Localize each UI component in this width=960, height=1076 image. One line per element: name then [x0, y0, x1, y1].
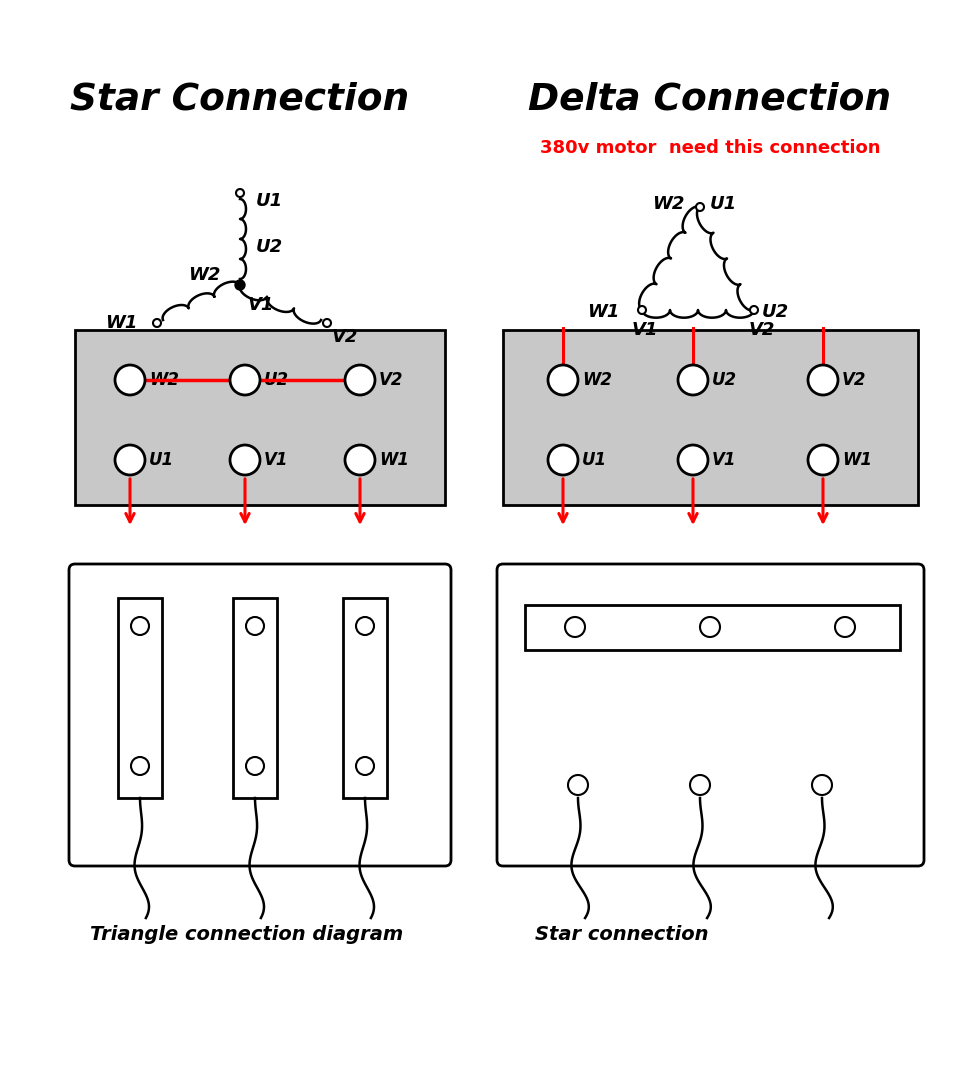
Text: V1: V1: [712, 451, 736, 469]
Text: U2: U2: [762, 303, 789, 321]
Text: Star Connection: Star Connection: [70, 82, 410, 118]
Circle shape: [115, 365, 145, 395]
FancyBboxPatch shape: [69, 564, 451, 866]
Circle shape: [808, 445, 838, 475]
Text: V1: V1: [248, 296, 275, 314]
Text: W2: W2: [582, 371, 612, 390]
Text: W1: W1: [587, 303, 619, 321]
Circle shape: [131, 617, 149, 635]
Text: V1: V1: [264, 451, 289, 469]
Bar: [343, 598, 387, 798]
Circle shape: [230, 445, 260, 475]
FancyBboxPatch shape: [497, 564, 924, 866]
Circle shape: [235, 280, 245, 291]
Text: U2: U2: [712, 371, 737, 390]
Bar: [233, 598, 277, 798]
Circle shape: [356, 758, 374, 775]
Circle shape: [356, 617, 374, 635]
Circle shape: [812, 775, 832, 795]
Text: U1: U1: [149, 451, 174, 469]
Text: U2: U2: [264, 371, 289, 390]
Circle shape: [153, 318, 161, 327]
Circle shape: [115, 445, 145, 475]
Circle shape: [835, 617, 855, 637]
Text: Delta Connection: Delta Connection: [528, 82, 892, 118]
Circle shape: [690, 775, 710, 795]
Circle shape: [808, 365, 838, 395]
Circle shape: [345, 445, 375, 475]
Text: W2: W2: [149, 371, 179, 390]
Circle shape: [678, 365, 708, 395]
Circle shape: [246, 758, 264, 775]
Circle shape: [548, 445, 578, 475]
Circle shape: [700, 617, 720, 637]
Circle shape: [750, 306, 758, 314]
Circle shape: [236, 189, 244, 197]
Circle shape: [230, 365, 260, 395]
Circle shape: [638, 306, 646, 314]
Circle shape: [345, 365, 375, 395]
Text: U1: U1: [710, 195, 737, 213]
Text: Triangle connection diagram: Triangle connection diagram: [90, 925, 403, 945]
Circle shape: [246, 617, 264, 635]
Circle shape: [131, 758, 149, 775]
Text: U1: U1: [256, 192, 283, 210]
Text: V2: V2: [749, 321, 776, 339]
Bar: [118, 598, 162, 798]
Text: U1: U1: [582, 451, 607, 469]
Circle shape: [548, 365, 578, 395]
Bar: [525, 605, 900, 650]
Text: V2: V2: [842, 371, 867, 390]
Text: Star connection: Star connection: [535, 925, 708, 945]
Circle shape: [678, 445, 708, 475]
Circle shape: [565, 617, 585, 637]
Text: W1: W1: [379, 451, 409, 469]
Text: W1: W1: [842, 451, 872, 469]
Text: V2: V2: [379, 371, 403, 390]
Text: W2: W2: [652, 195, 684, 213]
Text: V2: V2: [332, 328, 358, 346]
Circle shape: [568, 775, 588, 795]
Text: W1: W1: [105, 314, 137, 332]
Circle shape: [696, 203, 704, 211]
Circle shape: [323, 318, 331, 327]
Text: W2: W2: [188, 266, 221, 284]
Text: U2: U2: [256, 238, 283, 256]
Bar: [503, 330, 918, 505]
Text: V1: V1: [632, 321, 659, 339]
Text: 380v motor  need this connection: 380v motor need this connection: [540, 139, 880, 157]
Bar: [75, 330, 445, 505]
